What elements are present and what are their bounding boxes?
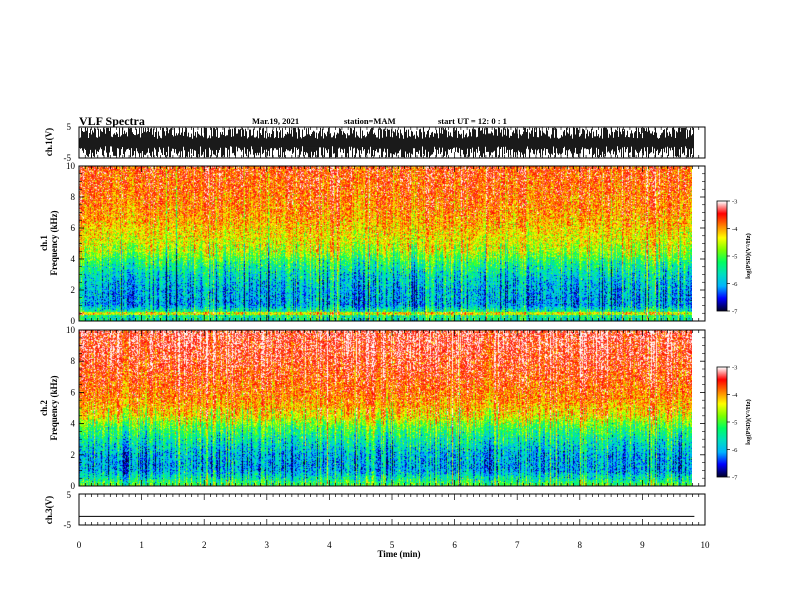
ch2-colorbar-tick-label: -5 [732, 420, 737, 427]
ch1-colorbar-tick-label: -6 [732, 281, 738, 288]
ch2-colorbar-label: log(PSD)(V²/Hz) [745, 399, 752, 445]
ch2-colorbar-tick-label: -6 [732, 447, 738, 454]
ch2-spec-ytick-label: 10 [66, 325, 76, 335]
date-label: Mar.19, 2021 [252, 116, 300, 126]
ch3-ytick-bottom: -5 [64, 520, 72, 530]
time-tick-label: 3 [265, 540, 270, 550]
time-tick-label: 10 [701, 540, 711, 550]
ch1-waveform-panel: 5 -5 ch.1(V) [44, 122, 706, 163]
ch1-colorbar-tick-label: -7 [732, 309, 738, 316]
ch2-spec-ytick-label: 4 [71, 419, 76, 429]
ch1-spec-ytick-label: 10 [66, 161, 76, 171]
ch2-spec-ytick-label: 8 [71, 356, 76, 366]
ch2-spec-ylabel-channel: ch.2 [39, 400, 49, 416]
ch1-spec-ylabel-channel: ch.1 [39, 235, 49, 251]
time-tick-label: 1 [139, 540, 144, 550]
ch1-freq-ticks: 0 2 4 6 8 10 [66, 161, 705, 326]
ch2-spec-ylabel-frequency: Frequency (kHz) [49, 375, 59, 440]
ch2-colorbar: -3 -4 -5 -6 -7 log(PSD)(V²/Hz) [716, 365, 752, 482]
ch1-spec-ytick-label: 6 [71, 223, 76, 233]
time-tick-label: 8 [578, 540, 583, 550]
ch2-colorbar-tick-label: -7 [732, 475, 738, 482]
ch1-spec-ylabel-frequency: Frequency (kHz) [49, 210, 59, 275]
ch1-colorbar: -3 -4 -5 -6 -7 log(PSD)(V²/Hz) [716, 199, 752, 316]
ch2-colorbar-ticks: -3 -4 -5 -6 -7 [727, 365, 738, 482]
ch2-freq-ticks: 0 2 4 6 8 10 [66, 325, 705, 491]
ch2-colorbar-tick-label: -3 [732, 365, 737, 372]
start-ut-label: start UT = 12: 0 : 1 [438, 116, 507, 126]
time-tick-label: 2 [202, 540, 207, 550]
ch1-ytick-bottom: -5 [64, 153, 72, 163]
ch2-spec-ytick-label: 6 [71, 387, 76, 397]
time-tick-label: 4 [327, 540, 332, 550]
ch2-spectrogram-panel: 0 2 4 6 8 10 ch.2 Frequency (kHz) [39, 325, 706, 491]
ch1-spec-ytick-label: 4 [71, 254, 76, 264]
ch2-spec-ytick-label: 2 [71, 450, 76, 460]
station-label: station=MAM [344, 116, 396, 126]
ch2-spec-ytick-label: 0 [71, 481, 76, 491]
page-title: VLF Spectra [79, 114, 145, 128]
ch3-ylabel: ch.3(V) [44, 496, 54, 524]
ch1-spectrogram-panel: 0 2 4 6 8 10 ch.1 Frequency (kHz) [39, 161, 706, 326]
time-tick-label: 7 [515, 540, 520, 550]
ch1-colorbar-ticks: -3 -4 -5 -6 -7 [727, 199, 738, 316]
ch1-colorbar-gradient [717, 201, 727, 311]
ch1-colorbar-tick-label: -4 [732, 226, 738, 233]
ch3-ytick-top: 5 [67, 490, 72, 500]
ch1-spec-ytick-label: 0 [71, 316, 76, 326]
ch1-colorbar-label: log(PSD)(V²/Hz) [745, 233, 752, 279]
ch1-colorbar-tick-label: -3 [732, 199, 737, 206]
ch1-spec-ytick-label: 8 [71, 192, 76, 202]
ch1-colorbar-tick-label: -5 [732, 254, 737, 261]
time-tick-label: 5 [390, 540, 395, 550]
ch1-spec-ytick-label: 2 [71, 285, 76, 295]
time-tick-label: 0 [77, 540, 82, 550]
ch1-ytick-top: 5 [67, 122, 72, 132]
ch2-spectrogram-image [79, 330, 692, 486]
ch2-colorbar-tick-label: -4 [732, 392, 738, 399]
time-axis-tick-labels: 0 1 2 3 4 5 6 7 8 9 10 [77, 540, 710, 550]
time-tick-label: 6 [452, 540, 457, 550]
ch1-ylabel: ch.1(V) [44, 128, 54, 156]
ch1-spectrogram-image [79, 166, 692, 321]
time-axis-label: Time (min) [377, 549, 420, 559]
ch2-colorbar-gradient [717, 367, 727, 477]
time-tick-label: 9 [640, 540, 645, 550]
time-axis-ticks [78, 127, 706, 525]
ch3-waveform-panel: 5 -5 ch.3(V) [44, 490, 706, 530]
